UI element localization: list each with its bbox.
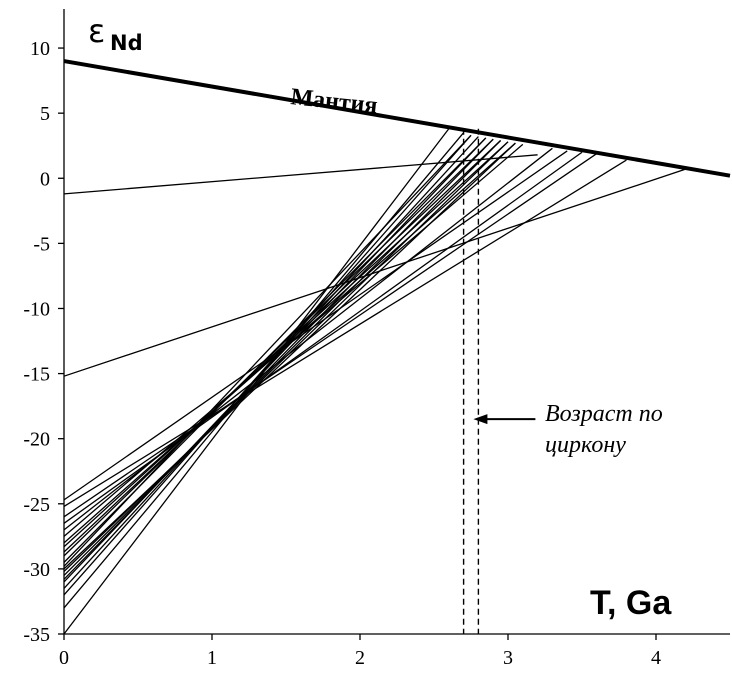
mantle-layer <box>63 59 731 178</box>
x-tick-label: 4 <box>651 647 661 669</box>
mantle-line <box>63 59 731 178</box>
x-tick-label: 2 <box>355 647 365 669</box>
zircon-annotation-line2: циркону <box>545 432 626 458</box>
sample-evolution-line-14 <box>63 138 494 557</box>
annotation-arrowhead <box>473 414 488 425</box>
y-tick-label: -15 <box>23 364 50 386</box>
y-tick-label: 0 <box>40 168 50 190</box>
sample-evolution-line-15 <box>63 140 502 553</box>
sample-evolution-line-23 <box>63 150 568 501</box>
y-tick-label: -30 <box>23 559 50 581</box>
y-tick-label: -25 <box>23 494 50 516</box>
x-tick-label: 1 <box>207 647 217 669</box>
sample-evolution-line-19 <box>63 147 553 531</box>
x-tick-label: 3 <box>503 647 513 669</box>
y-tick-label: -20 <box>23 429 50 451</box>
sample-evolution-line-22 <box>63 159 627 507</box>
sample-evolution-line-20 <box>63 151 583 524</box>
y-tick-label: -35 <box>23 624 50 646</box>
y-axis-label-subscript: Nd <box>110 31 143 55</box>
axes-layer: 10 5 0 -5 -10 -15 -20 -25 -30 -35 0 1 2 3 4 <box>23 9 730 669</box>
sample-evolution-line-5 <box>63 134 472 596</box>
y-tick-label: 5 <box>40 103 50 125</box>
sample-evolution-line-6 <box>63 136 479 589</box>
zircon-annotation-line1: Возраст по <box>545 401 663 427</box>
sample-evolution-line-21 <box>63 152 598 518</box>
y-tick-label: -5 <box>33 233 50 255</box>
sample-evolution-line-13 <box>63 137 487 563</box>
sample-evolution-line-9 <box>63 140 502 576</box>
sample-evolution-line-1 <box>63 154 538 195</box>
y-tick-label: 10 <box>30 38 50 60</box>
sample-evolution-line-16 <box>63 141 509 548</box>
sample-evolution-line-11 <box>63 142 516 570</box>
label-layer: ε Nd T, Ga Мантия Возраст по циркону <box>88 12 672 622</box>
zircon-age-layer <box>462 128 536 634</box>
y-axis-label: ε <box>88 12 105 50</box>
x-axis-label: T, Ga <box>590 584 672 622</box>
mantle-label: Мантия <box>289 84 378 119</box>
sample-evolution-line-8 <box>63 138 494 580</box>
sample-evolution-line-2 <box>63 168 686 377</box>
x-tick-label: 0 <box>59 647 69 669</box>
series-layer <box>63 128 686 635</box>
y-tick-label: -10 <box>23 298 50 320</box>
